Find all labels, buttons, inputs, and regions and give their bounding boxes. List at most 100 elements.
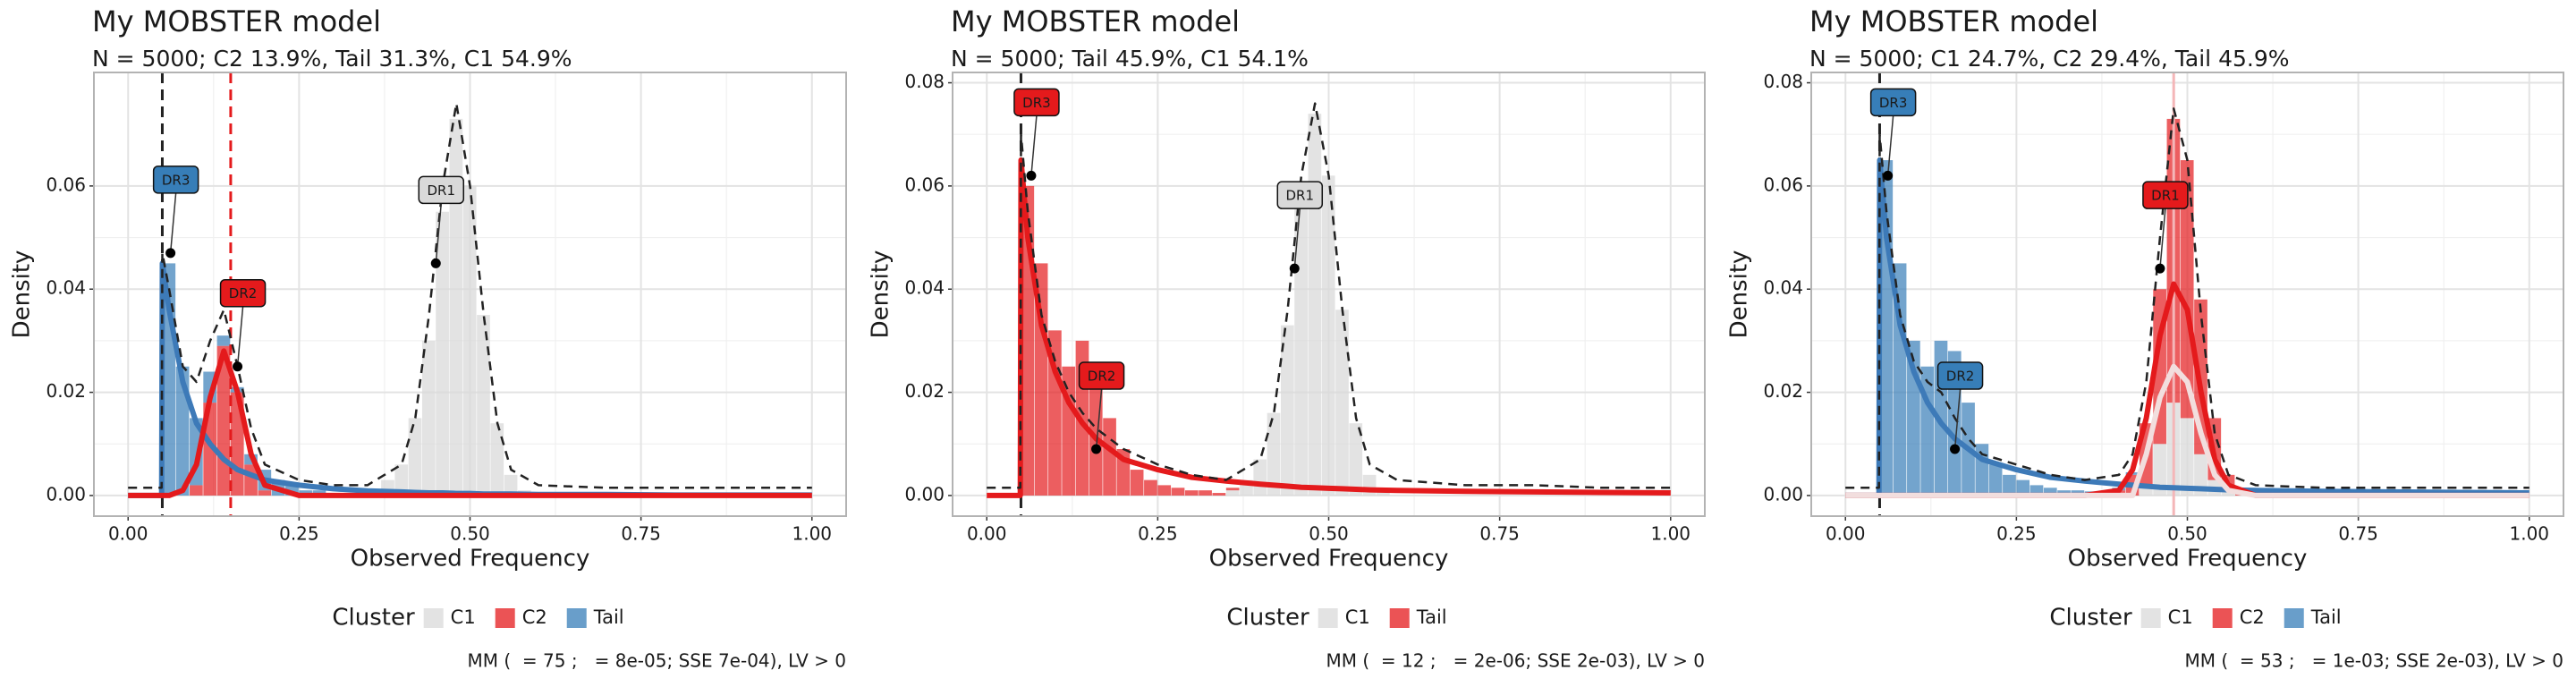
- legend-key: [1389, 608, 1410, 628]
- annotation-point: [1026, 170, 1037, 181]
- annotation-leader: [1886, 115, 1894, 176]
- histogram-bar: [1988, 464, 2003, 496]
- annotation-box: [1078, 361, 1125, 390]
- annotation-point: [1289, 263, 1300, 274]
- chart-subtitle: N = 5000; C1 24.7%, C2 29.4%, Tail 45.9%: [1809, 46, 2290, 72]
- legend-label: Tail: [593, 606, 624, 628]
- histogram-bar: [1225, 488, 1240, 491]
- y-tick-label: 0.08: [1763, 71, 1803, 92]
- annotation-box: [1276, 181, 1324, 209]
- panel: My MOBSTER model N = 5000; C1 24.7%, C2 2…: [1726, 4, 2564, 672]
- density-line: [987, 157, 1671, 498]
- plot-border: [952, 72, 1706, 517]
- panel: My MOBSTER model N = 5000; C2 13.9%, Tail…: [9, 4, 847, 672]
- caption: MM ( = 12 ; = 2e-06; SSE 2e-03), LV > 0: [1326, 650, 1705, 672]
- legend-title: Cluster: [2049, 605, 2132, 632]
- histogram-bar: [258, 490, 272, 496]
- histogram-bar: [1308, 114, 1322, 496]
- histogram-bar: [449, 118, 463, 496]
- legend: Cluster C1 Tail: [1226, 605, 1446, 632]
- legend-key: [566, 608, 587, 628]
- histogram-bar: [1321, 175, 1335, 496]
- legend-key: [2140, 608, 2161, 628]
- x-tick-label: 1.00: [792, 523, 833, 545]
- annotation-label: DR2: [229, 285, 258, 301]
- y-tick-label: 0.04: [46, 277, 86, 299]
- y-tick-label: 0.02: [904, 380, 945, 402]
- panel: My MOBSTER model N = 5000; Tail 45.9%, C1…: [868, 4, 1706, 672]
- y-tick-label: 0.02: [46, 380, 86, 402]
- histogram-bar: [436, 211, 449, 496]
- annotation-point: [233, 361, 243, 372]
- annotation-point: [1091, 444, 1102, 454]
- histogram-bar: [2180, 418, 2194, 496]
- chart-title: My MOBSTER model: [92, 4, 381, 38]
- annotation-box: [1869, 88, 1917, 117]
- y-tick-label: 0.00: [904, 483, 945, 505]
- histogram-bar: [2194, 454, 2207, 496]
- histogram-bar: [394, 464, 409, 496]
- y-tick-label: 0.00: [46, 483, 86, 505]
- legend: Cluster C1 C2 Tail: [2049, 605, 2341, 632]
- histogram-bar: [1335, 310, 1349, 496]
- y-tick-label: 0.06: [904, 174, 945, 195]
- histogram-bar: [216, 335, 231, 346]
- histogram-bar: [1212, 493, 1226, 496]
- legend-label: Tail: [1416, 606, 1447, 628]
- histogram-bar: [462, 185, 477, 496]
- legend-label: C1: [451, 606, 476, 628]
- x-tick-label: 1.00: [2510, 523, 2550, 545]
- histogram-bar: [1975, 444, 1989, 496]
- annotation-label: DR3: [1879, 95, 1908, 111]
- legend-label: C2: [522, 606, 547, 628]
- annotation-label: DR3: [162, 172, 191, 188]
- histogram-bar: [1157, 485, 1172, 496]
- histogram-bar: [2016, 479, 2030, 496]
- legend-key: [2284, 608, 2304, 628]
- y-tick-label: 0.08: [904, 71, 945, 92]
- annotation-box: [219, 278, 267, 308]
- annotation-leader: [1293, 208, 1301, 269]
- legend: Cluster C1 C2 Tail: [332, 605, 623, 632]
- annotation-box: [152, 165, 199, 194]
- y-tick-label: 0.00: [1763, 483, 1803, 505]
- y-tick-label: 0.06: [1763, 174, 1803, 195]
- histogram-bar: [408, 418, 422, 496]
- annotation-leader: [2159, 208, 2166, 269]
- histogram-bar: [1199, 490, 1212, 496]
- density-line: [1845, 363, 2529, 498]
- histogram-bar: [2153, 444, 2166, 496]
- histogram-bar: [2029, 485, 2044, 496]
- histogram-bar: [1253, 459, 1267, 496]
- histogram-bar: [1171, 488, 1185, 496]
- legend-label: C1: [1345, 606, 1370, 628]
- annotation-box: [2142, 181, 2189, 209]
- y-tick-label: 0.04: [1763, 277, 1803, 299]
- y-tick-label: 0.06: [46, 174, 86, 195]
- x-tick-label: 0.75: [2338, 523, 2378, 545]
- annotation-label: DR1: [1286, 188, 1315, 204]
- annotation-leader: [169, 192, 177, 253]
- x-tick-label: 0.00: [1826, 523, 1866, 545]
- caption: MM ( = 53 ; = 1e-03; SSE 2e-03), LV > 0: [2185, 650, 2563, 672]
- histogram-bar: [2139, 485, 2153, 496]
- legend-label: Tail: [2310, 606, 2342, 628]
- y-tick-label: 0.04: [904, 277, 945, 299]
- chart-subtitle: N = 5000; C2 13.9%, Tail 31.3%, C1 54.9%: [92, 46, 572, 72]
- x-axis-title: Observed Frequency: [351, 546, 590, 572]
- caption: MM ( = 75 ; = 8e-05; SSE 7e-04), LV > 0: [468, 650, 846, 672]
- x-tick-label: 0.25: [1996, 523, 2037, 545]
- chart-subtitle: N = 5000; Tail 45.9%, C1 54.1%: [951, 46, 1309, 72]
- x-tick-label: 0.25: [1138, 523, 1178, 545]
- density-line: [128, 348, 812, 498]
- histogram-bar: [490, 423, 504, 496]
- x-tick-label: 1.00: [1651, 523, 1691, 545]
- annotation-box: [1013, 88, 1060, 117]
- total-density-line: [1845, 107, 2529, 489]
- annotation-point: [430, 258, 441, 268]
- legend-title: Cluster: [332, 605, 415, 632]
- histogram-bar: [190, 485, 203, 496]
- legend-key: [2212, 608, 2233, 628]
- histogram-bar: [1267, 412, 1281, 496]
- histogram-bar: [1048, 330, 1062, 496]
